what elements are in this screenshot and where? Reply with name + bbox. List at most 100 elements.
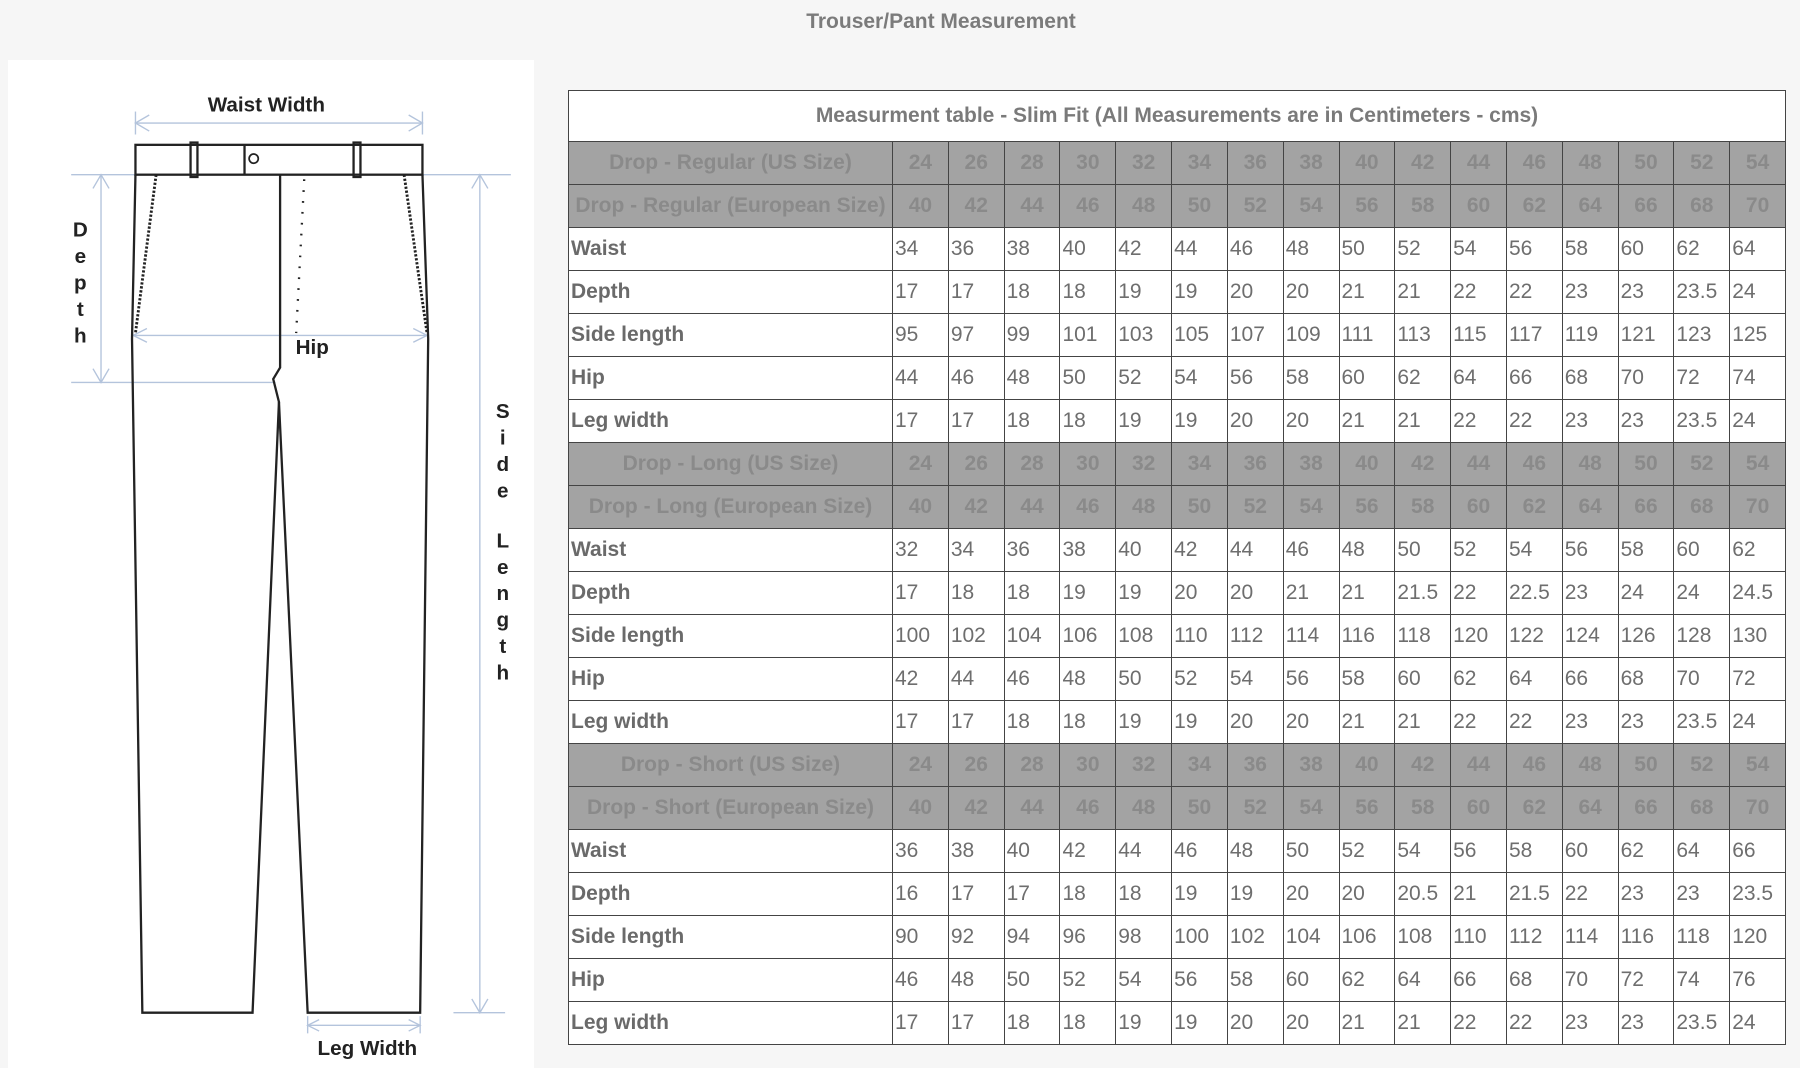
measurement-cell: 23: [1561, 700, 1619, 744]
measurement-cell: 24: [1729, 270, 1786, 314]
eu-size-header-row: Drop - Short (European Size) 40 42 44 46 48 50…: [568, 786, 1786, 830]
size-header-cell: 50: [1171, 485, 1228, 529]
measurement-cell: 52: [1059, 958, 1117, 1002]
size-header-cell: 42: [947, 786, 1005, 830]
measurement-cell: 92: [947, 915, 1005, 959]
measurement-cell: 21: [1338, 1001, 1396, 1045]
measurement-cell: 48: [1059, 657, 1117, 701]
measurement-cell: 70: [1561, 958, 1619, 1002]
measurement-cell: 23: [1673, 872, 1731, 916]
measurement-cell: 48: [1226, 829, 1284, 873]
measurement-cell: 23: [1561, 399, 1619, 443]
measurement-cell: 24: [1729, 399, 1786, 443]
size-header-cell: 56: [1338, 786, 1396, 830]
size-header-cell: 50: [1617, 743, 1675, 787]
measurement-cell: 54: [1450, 227, 1507, 271]
measurement-cell: 21: [1338, 270, 1396, 314]
size-header-cell: 58: [1394, 485, 1452, 529]
measurement-cell: 19: [1115, 571, 1173, 615]
measurement-cell: 21: [1338, 700, 1396, 744]
measurement-cell: 68: [1561, 356, 1619, 400]
size-header-cell: 46: [1059, 184, 1117, 228]
measurement-cell: 19: [1171, 1001, 1228, 1045]
measurement-cell: 18: [1059, 399, 1117, 443]
measurement-cell: 70: [1617, 356, 1675, 400]
measurement-cell: 125: [1729, 313, 1786, 357]
measurement-cell: 104: [1003, 614, 1061, 658]
measurement-cell: 52: [1338, 829, 1396, 873]
row-label: Leg width: [568, 1001, 893, 1045]
size-header-label: Drop - Short (European Size): [568, 786, 893, 830]
size-header-cell: 60: [1450, 786, 1507, 830]
size-header-cell: 42: [947, 184, 1005, 228]
table-row: Side length 100 102 104 106 108 110 112 114 116 11…: [568, 614, 1786, 658]
size-header-cell: 70: [1729, 786, 1786, 830]
measurement-cell: 20: [1282, 1001, 1340, 1045]
measurement-cell: 38: [1003, 227, 1061, 271]
measurement-cell: 42: [1059, 829, 1117, 873]
measurement-cell: 23.5: [1673, 399, 1731, 443]
measurement-cell: 36: [1003, 528, 1061, 572]
size-header-cell: 40: [892, 786, 949, 830]
size-header-cell: 34: [1171, 141, 1228, 185]
size-header-cell: 52: [1226, 485, 1284, 529]
measurement-cell: 44: [947, 657, 1005, 701]
measurement-cell: 54: [1171, 356, 1228, 400]
measurement-cell: 17: [1003, 872, 1061, 916]
measurement-cell: 106: [1059, 614, 1117, 658]
table-caption: Measurment table - Slim Fit (All Measure…: [568, 90, 1786, 142]
size-header-cell: 54: [1282, 485, 1340, 529]
measurement-cell: 23.5: [1673, 700, 1731, 744]
measurement-cell: 60: [1282, 958, 1340, 1002]
measurement-cell: 121: [1617, 313, 1675, 357]
measurement-cell: 50: [1282, 829, 1340, 873]
size-header-cell: 42: [947, 485, 1005, 529]
measurement-cell: 23: [1617, 399, 1675, 443]
measurement-cell: 50: [1115, 657, 1173, 701]
measurement-cell: 60: [1338, 356, 1396, 400]
measurement-cell: 23: [1617, 1001, 1675, 1045]
row-label: Side length: [568, 915, 893, 959]
size-header-cell: 26: [947, 743, 1005, 787]
size-header-cell: 48: [1561, 743, 1619, 787]
size-header-label: Drop - Short (US Size): [568, 743, 893, 787]
measurement-cell: 20: [1226, 270, 1284, 314]
measurement-cell: 105: [1171, 313, 1228, 357]
measurement-cell: 128: [1673, 614, 1731, 658]
measurement-cell: 50: [1338, 227, 1396, 271]
measurement-cell: 66: [1561, 657, 1619, 701]
size-header-cell: 24: [892, 141, 949, 185]
measurement-cell: 46: [1226, 227, 1284, 271]
measurement-cell: 17: [892, 270, 949, 314]
size-header-cell: 68: [1673, 184, 1731, 228]
measurement-cell: 116: [1617, 915, 1675, 959]
measurement-cell: 24: [1729, 700, 1786, 744]
size-header-cell: 50: [1171, 786, 1228, 830]
measurement-cell: 24.5: [1729, 571, 1786, 615]
eu-size-header-row: Drop - Long (European Size) 40 42 44 46 48 50 5…: [568, 485, 1786, 529]
page-title: Trouser/Pant Measurement: [806, 10, 1076, 33]
size-header-cell: 26: [947, 141, 1005, 185]
size-header-cell: 34: [1171, 442, 1228, 486]
measurement-cell: 60: [1617, 227, 1675, 271]
measurement-cell: 60: [1673, 528, 1731, 572]
size-header-cell: 40: [892, 485, 949, 529]
size-header-cell: 50: [1617, 442, 1675, 486]
table-row: Hip 44 46 48 50 52 54 56 58 60 62 64 66 68 70 72 74: [568, 356, 1786, 400]
vertical-letter: h: [496, 661, 509, 684]
size-header-cell: 32: [1115, 141, 1173, 185]
size-header-cell: 40: [1338, 442, 1396, 486]
measurement-cell: 100: [892, 614, 949, 658]
size-header-cell: 56: [1338, 485, 1396, 529]
size-header-label: Drop - Long (European Size): [568, 485, 893, 529]
measurement-cell: 19: [1059, 571, 1117, 615]
measurement-cell: 20: [1171, 571, 1228, 615]
measurement-cell: 17: [892, 700, 949, 744]
measurement-cell: 64: [1729, 227, 1786, 271]
vertical-letter: g: [496, 609, 509, 632]
measurement-cell: 24: [1673, 571, 1731, 615]
measurement-cell: 116: [1338, 614, 1396, 658]
measurement-cell: 48: [1003, 356, 1061, 400]
measurement-cell: 17: [892, 1001, 949, 1045]
vertical-letter: d: [496, 453, 509, 476]
